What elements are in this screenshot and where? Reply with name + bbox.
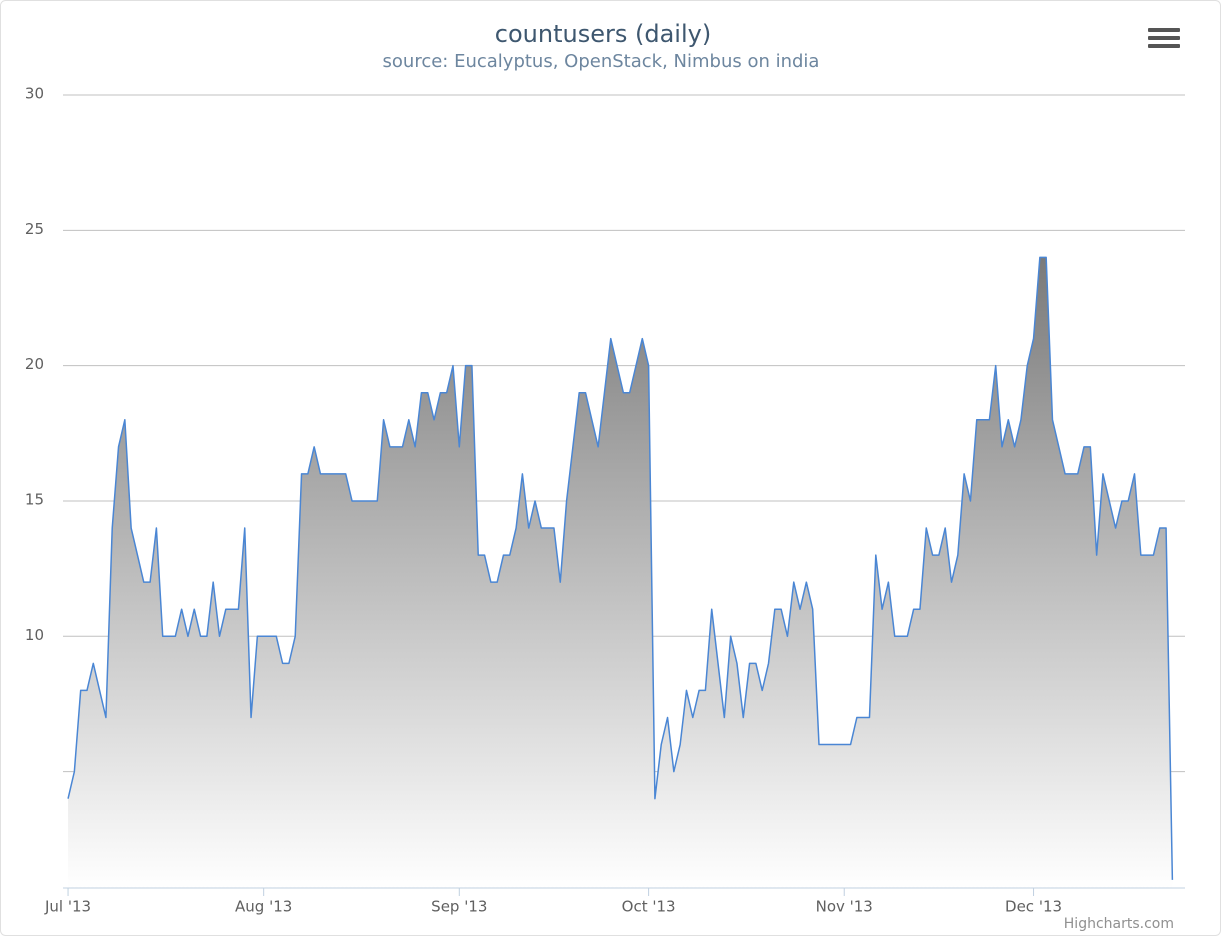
x-tick-label: Jul '13 — [44, 898, 91, 916]
series-line — [67, 256, 1174, 880]
x-tick-label: Sep '13 — [431, 898, 487, 916]
area-fill — [68, 257, 1173, 888]
menu-button[interactable] — [1148, 28, 1180, 48]
chart-title: countusers (daily) — [495, 20, 711, 48]
chart-subtitle: source: Eucalyptus, OpenStack, Nimbus on… — [383, 51, 820, 72]
x-tick-label: Oct '13 — [622, 898, 676, 916]
x-tick-label: Aug '13 — [235, 898, 292, 916]
y-tick-label: 30 — [25, 85, 44, 103]
y-tick-label: 15 — [25, 490, 44, 508]
credits[interactable]: Highcharts.com — [1064, 916, 1174, 932]
y-tick-label: 25 — [25, 220, 44, 238]
y-tick-label: 10 — [25, 626, 44, 644]
x-tick-label: Dec '13 — [1005, 898, 1062, 916]
y-tick-label: 20 — [25, 355, 44, 373]
x-tick-label: Nov '13 — [816, 898, 873, 916]
